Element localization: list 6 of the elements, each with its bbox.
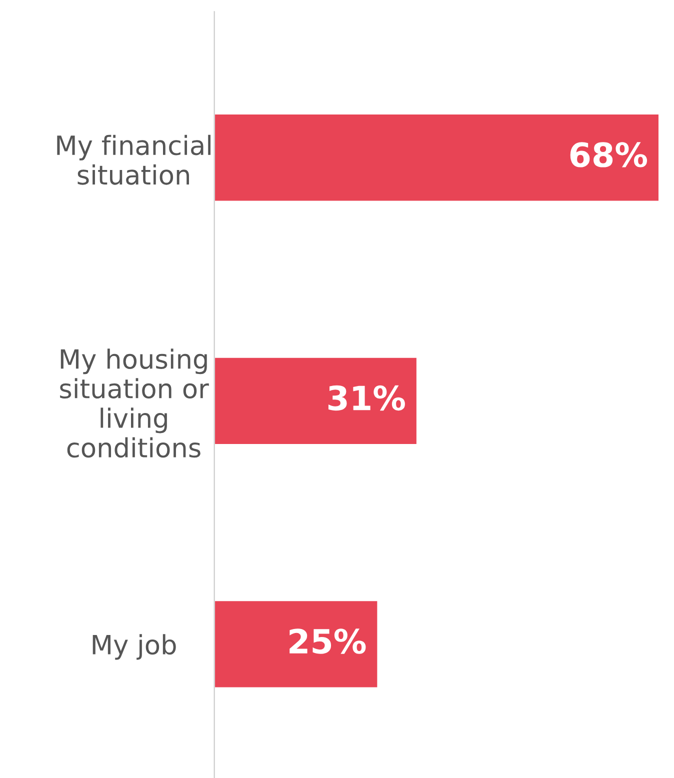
data-label: 25% — [290, 628, 366, 654]
y-tick-label: My job — [92, 634, 176, 660]
data-label: 68% — [570, 142, 647, 168]
data-label: 31% — [328, 385, 405, 411]
y-tick-label: My financial situation — [57, 134, 210, 185]
y-tick-label: My housing situation or living conditions — [60, 348, 209, 458]
